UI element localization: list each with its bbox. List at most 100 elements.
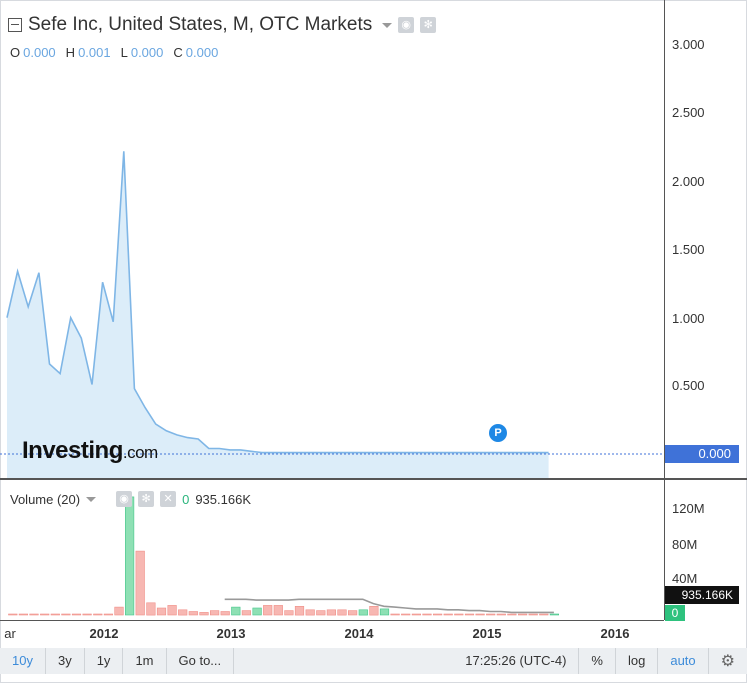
price-tick: 2.000 [672,174,705,189]
current-volume-label: 935.166K [665,586,739,604]
volume-bar [316,610,326,616]
log-toggle[interactable]: log [616,648,659,674]
chevron-down-icon[interactable] [86,496,97,502]
volume-bar [178,609,188,616]
volume-bar [432,613,443,616]
volume-bar [93,613,103,616]
volume-bar [454,613,464,616]
time-display[interactable]: 17:25:26 (UTC-4) [453,648,580,674]
volume-bar [135,550,145,616]
close-icon[interactable]: ✕ [160,491,177,507]
ohlc-legend: O 0.000 H 0.001 L 0.000 C 0.000 [10,45,218,60]
time-tick: 2014 [344,626,374,641]
volume-bar [507,613,517,616]
price-tick: 1.500 [672,242,705,257]
ohlc-high: H 0.001 [65,45,111,60]
volume-bar [61,613,71,616]
volume-bar [18,613,29,616]
volume-value: 935.166K [195,491,251,507]
price-tick: 0.500 [672,378,705,393]
volume-bar [273,605,283,616]
volume-bar [358,609,368,616]
auto-toggle[interactable]: auto [658,648,709,674]
volume-bar [263,605,273,616]
volume-bar [252,607,262,616]
time-tick: 2015 [472,626,502,641]
volume-bar [231,606,241,616]
volume-chart[interactable] [0,480,664,620]
volume-bars [8,496,559,616]
range-1m-button[interactable]: 1m [123,648,167,674]
volume-bar [82,613,92,616]
volume-bar [284,610,294,616]
volume-bar [294,606,305,616]
volume-bar [103,613,113,616]
volume-bar [40,613,50,616]
volume-bar [29,613,39,616]
volume-bar [496,613,506,616]
volume-bar [156,607,167,616]
volume-ma-line [224,598,554,614]
volume-title[interactable]: Volume (20) [10,491,81,507]
range-1y-button[interactable]: 1y [85,648,124,674]
volume-bar [305,609,315,616]
volume-bar [71,613,82,616]
time-tick: 2012 [89,626,119,641]
volume-bar [411,613,422,616]
volume-bar [539,613,549,616]
price-axis[interactable] [664,0,747,478]
eye-icon[interactable]: ◉ [398,17,415,33]
volume-bar [125,496,135,616]
range-3y-button[interactable]: 3y [46,648,85,674]
price-tick: 3.000 [672,37,705,52]
volume-axis[interactable] [664,480,747,620]
volume-bar [8,613,18,616]
gear-icon[interactable]: ✻ [138,491,155,507]
price-chart[interactable] [0,0,664,478]
volume-tick: 80M [672,537,698,552]
volume-zero-label: 0 [665,605,685,621]
volume-bar [167,605,177,616]
volume-bar [486,613,496,616]
percent-toggle[interactable]: % [579,648,616,674]
price-tick: 2.500 [672,105,705,120]
price-area [7,151,549,478]
ohlc-close: C 0.000 [173,45,219,60]
volume-bar [549,613,559,616]
volume-bar [220,611,230,616]
current-price-label: 0.000 [665,445,739,463]
collapse-icon[interactable] [8,18,22,32]
time-tick: ar [4,626,16,641]
price-tick: 1.000 [672,311,705,326]
volume-bar [114,606,124,616]
ohlc-low: L 0.000 [120,45,164,60]
gear-icon[interactable]: ⚙ [720,653,735,670]
gear-icon[interactable]: ✻ [420,17,437,33]
pane-separator[interactable] [0,478,747,480]
volume-tick: 40M [672,571,698,586]
price-line [6,151,549,454]
chart-header: Sefe Inc, United States, M, OTC Markets … [8,14,437,36]
volume-bar [401,613,411,616]
volume-bar [379,608,390,616]
chart-title[interactable]: Sefe Inc, United States, M, OTC Markets [28,14,373,35]
time-tick: 2016 [600,626,630,641]
volume-bar [517,613,528,616]
volume-bar [210,610,220,616]
p-marker-icon[interactable]: P [489,424,507,442]
volume-bar [50,613,60,616]
chevron-down-icon[interactable] [382,22,393,28]
volume-bar [475,613,485,616]
ohlc-open: O 0.000 [10,45,56,60]
volume-bar [390,613,400,616]
volume-bar [422,613,432,616]
volume-bar [326,609,337,616]
bottom-toolbar: 10y 3y 1y 1m Go to... 17:25:26 (UTC-4) %… [0,648,747,674]
goto-button[interactable]: Go to... [167,648,235,674]
volume-zero-value: 0 [182,491,190,507]
eye-icon[interactable]: ◉ [116,491,133,507]
volume-bar [337,609,347,616]
volume-bar [528,613,538,616]
range-10y-button[interactable]: 10y [0,648,46,674]
time-tick: 2013 [216,626,246,641]
